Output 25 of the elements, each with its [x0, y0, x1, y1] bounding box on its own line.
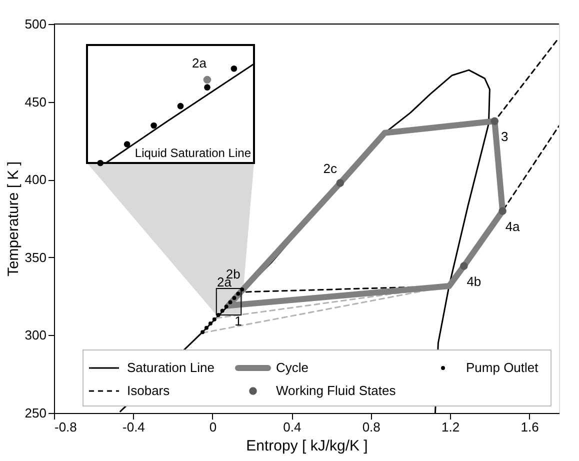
legend-label: Pump Outlet — [466, 360, 539, 375]
annotation: 4a — [505, 219, 521, 234]
legend-label: Working Fluid States — [276, 383, 396, 398]
y-tick-label: 500 — [24, 16, 46, 32]
annotation: 3 — [501, 129, 508, 144]
legend-label: Isobars — [127, 383, 170, 398]
legend-label: Saturation Line — [127, 360, 214, 375]
x-tick-label: 0.4 — [283, 420, 302, 434]
x-tick-label: 1.2 — [442, 420, 460, 434]
annotation: 2c — [323, 161, 338, 176]
y-tick-label: 450 — [24, 94, 46, 110]
annotation: 1 — [234, 314, 242, 329]
x-axis-title: Entropy [ kJ/kg/K ] — [246, 438, 368, 454]
y-axis-title: Temperature [ K ] — [4, 161, 22, 277]
legend-label: Cycle — [276, 360, 309, 375]
y-tick-label: 400 — [24, 172, 46, 188]
x-tick-label: 0 — [209, 420, 217, 434]
y-tick-label: 300 — [24, 328, 46, 343]
x-tick-label: 1.6 — [520, 420, 539, 434]
annotation: 4b — [466, 274, 482, 289]
x-tick-label: -0.4 — [122, 420, 145, 434]
x-tick-label: -0.8 — [54, 420, 77, 434]
x-tick-label: 0.8 — [362, 420, 380, 434]
y-tick-label: 350 — [24, 250, 46, 265]
y-tick-label: 250 — [24, 406, 46, 420]
